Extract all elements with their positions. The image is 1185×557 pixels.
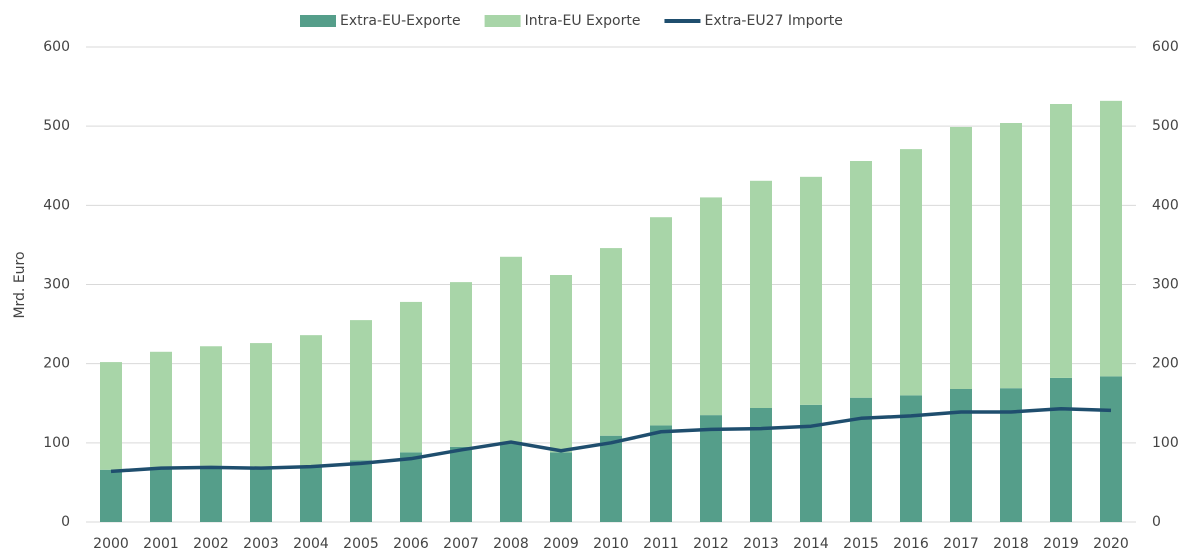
x-tick-label: 2014 [793, 536, 829, 552]
bar-segment [600, 435, 622, 522]
line-series [110, 407, 1112, 474]
y2-tick-label: 0 [1152, 514, 1161, 530]
bar-segment [250, 343, 272, 469]
x-tick-label: 2013 [743, 536, 779, 552]
bar-segment [1000, 123, 1022, 389]
bar-segment [750, 180, 772, 408]
y2-tick-label: 400 [1152, 197, 1179, 213]
bar-segment [850, 397, 872, 522]
x-tick-label: 2000 [93, 536, 129, 552]
bar-segment [1100, 100, 1122, 377]
bar-segment [450, 446, 472, 522]
bar-segment [200, 465, 222, 522]
x-tick-label: 2008 [493, 536, 529, 552]
y-axis-label: Mrd. Euro [12, 251, 28, 318]
bar-segment [350, 320, 372, 461]
y-tick-label: 500 [43, 118, 70, 134]
x-tick-label: 2015 [843, 536, 879, 552]
bar-segment [750, 408, 772, 522]
bar-segment [550, 275, 572, 453]
x-tick-label: 2017 [943, 536, 979, 552]
legend-label: Extra-EU-Exporte [340, 13, 461, 29]
bar-segment [650, 425, 672, 522]
bar-segment [300, 335, 322, 466]
x-tick-label: 2012 [693, 536, 729, 552]
bar-segment [500, 256, 522, 443]
bar-segment [800, 176, 822, 405]
bar-segment [150, 351, 172, 468]
y2-tick-label: 600 [1152, 39, 1179, 55]
y2-tick-label: 300 [1152, 277, 1179, 293]
y-tick-label: 100 [43, 435, 70, 451]
y-tick-label: 0 [61, 514, 70, 530]
bar-segment [350, 460, 372, 522]
bar-segment [100, 469, 122, 522]
legend-label: Extra-EU27 Importe [704, 13, 842, 29]
x-tick-label: 2005 [343, 536, 379, 552]
bar-segment [300, 465, 322, 522]
bar-segment [950, 126, 972, 389]
bar-segment [100, 362, 122, 470]
bar-segment [500, 442, 522, 522]
bar-segment [250, 468, 272, 522]
bar-segment [700, 415, 722, 522]
y2-tick-label: 200 [1152, 356, 1179, 372]
bar-segment [1100, 376, 1122, 522]
bar-segment [550, 452, 572, 522]
x-tick-label: 2001 [143, 536, 179, 552]
bar-segment [950, 389, 972, 522]
bar-segment [850, 161, 872, 398]
x-tick-label: 2006 [393, 536, 429, 552]
y-tick-label: 400 [43, 197, 70, 213]
x-tick-label: 2002 [193, 536, 229, 552]
bar-segment [650, 217, 672, 426]
legend-label: Intra-EU Exporte [525, 13, 641, 29]
bar-segment [600, 248, 622, 436]
x-tick-label: 2016 [893, 536, 929, 552]
bar-segment [200, 346, 222, 466]
bar-segment [1050, 377, 1072, 522]
x-tick-label: 2020 [1093, 536, 1129, 552]
x-tick-label: 2011 [643, 536, 679, 552]
bar-segment [900, 395, 922, 522]
legend-swatch [484, 15, 521, 27]
x-tick-label: 2007 [443, 536, 479, 552]
y-tick-label: 200 [43, 356, 70, 372]
x-tick-label: 2003 [243, 536, 279, 552]
y-tick-label: 600 [43, 39, 70, 55]
bar-segment [150, 467, 172, 522]
x-tick-label: 2004 [293, 536, 329, 552]
x-tick-label: 2010 [593, 536, 629, 552]
bar-segment [450, 282, 472, 447]
y-tick-label: 300 [43, 277, 70, 293]
bar-segment [400, 452, 422, 522]
x-tick-label: 2009 [543, 536, 579, 552]
y2-tick-label: 100 [1152, 435, 1179, 451]
bar-segment [700, 197, 722, 416]
bar-segment [1050, 104, 1072, 378]
x-tick-label: 2018 [993, 536, 1029, 552]
y2-tick-label: 500 [1152, 118, 1179, 134]
bar-segment [400, 301, 422, 453]
x-tick-label: 2019 [1043, 536, 1079, 552]
bar-segment [800, 404, 822, 522]
bar-segment [1000, 388, 1022, 522]
legend-swatch [300, 15, 336, 27]
bar-segment [900, 149, 922, 396]
